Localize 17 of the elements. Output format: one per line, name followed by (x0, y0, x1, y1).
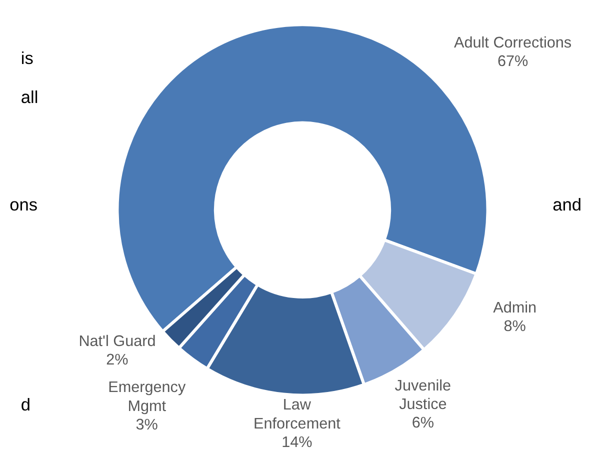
slice-label: Law Enforcement (253, 396, 342, 432)
data-label: 6% (412, 414, 434, 432)
text: and (552, 194, 582, 214)
text: is (20, 48, 34, 68)
text: d (20, 394, 31, 414)
slice-label: Admin (493, 300, 537, 317)
data-label: 2% (106, 352, 129, 369)
slice-label: Emergency Mgmt (108, 379, 186, 415)
data-label: 67% (497, 53, 528, 70)
data-label: 14% (282, 434, 313, 452)
data-label: 3% (136, 416, 158, 434)
text: ons (10, 194, 38, 214)
data-label: 8% (504, 318, 526, 336)
slice-label: Nat'l Guard (78, 332, 156, 350)
slice-label: Adult Corrections (454, 34, 572, 52)
text: all (20, 86, 38, 107)
slice-label: Juvenile Justice (394, 377, 452, 413)
